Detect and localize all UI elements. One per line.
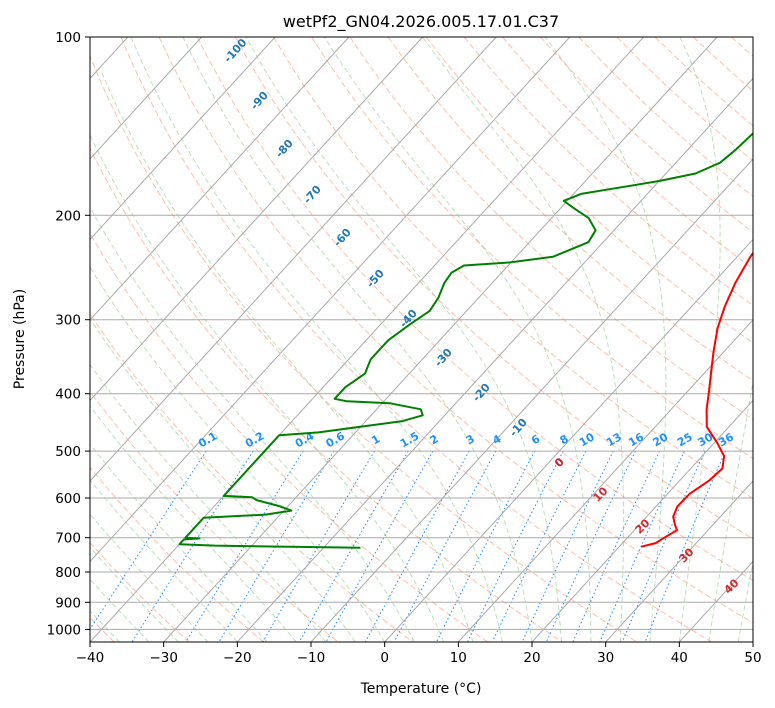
x-axis-label: Temperature (°C) — [360, 681, 482, 697]
mixing-ratio-line — [393, 450, 497, 642]
moist-adiabat — [323, 37, 592, 642]
moist-adiabat — [90, 363, 327, 642]
isotherm — [163, 37, 718, 642]
dry-adiabat — [273, 37, 753, 499]
mixing-ratio-line — [467, 450, 564, 642]
moist-adiabat — [90, 513, 209, 642]
y-tick-label: 300 — [55, 313, 81, 329]
y-tick-label: 700 — [55, 531, 81, 547]
moist-adiabat — [90, 443, 268, 642]
y-tick-label: 600 — [55, 491, 81, 507]
moist-adiabat — [90, 546, 179, 642]
moist-adiabat — [90, 405, 297, 642]
x-tick-label: 20 — [523, 650, 540, 666]
isotherm — [90, 37, 202, 160]
y-axis-ticks: 100 200 300 400 500 600 700 800 900 1000 — [47, 30, 90, 638]
mixing-ratio-line — [572, 450, 661, 642]
temperature-profile-line — [641, 251, 753, 548]
x-axis-ticks: −40 −30 −20 −10 0 10 20 30 40 50 — [76, 642, 762, 666]
skewed-isotherms — [90, 37, 753, 642]
mixing-ratio-line — [491, 450, 587, 642]
x-tick-label: 50 — [744, 650, 761, 666]
mixing-ratio-line — [364, 450, 470, 642]
y-axis-label: Pressure (hPa) — [12, 289, 28, 389]
moist-adiabat — [544, 37, 667, 642]
x-tick-label: 0 — [380, 650, 389, 666]
y-tick-label: 900 — [55, 595, 81, 611]
moist-adiabat — [737, 560, 753, 642]
dry-adiabat — [387, 37, 753, 382]
plot-area: -100-90-80-70-60-50-40-30-20-100 0102030… — [90, 37, 753, 642]
moist-adiabat — [90, 206, 415, 642]
mixing-ratio-line — [435, 450, 536, 642]
moist-adiabat — [90, 133, 445, 642]
moist-adiabat — [100, 70, 474, 642]
dry-adiabat — [90, 312, 414, 642]
isotherm — [605, 480, 753, 642]
isotherm — [236, 77, 753, 642]
plot-frame — [89, 36, 754, 643]
dry-adiabat — [90, 54, 638, 642]
moist-adiabat — [90, 479, 238, 642]
moist-adiabat — [245, 37, 562, 642]
dry-adiabat — [349, 37, 753, 420]
dry-adiabat — [463, 37, 753, 307]
y-tick-label: 400 — [55, 387, 81, 403]
moist-adiabat — [182, 37, 533, 642]
isohume-lines — [90, 450, 727, 642]
x-tick-label: −40 — [76, 650, 105, 666]
dry-adiabat — [425, 37, 753, 344]
moist-adiabat — [422, 37, 625, 642]
isotherm — [90, 37, 423, 402]
y-tick-label: 800 — [55, 565, 81, 581]
dry-adiabat — [158, 37, 753, 624]
isotherm — [90, 37, 571, 563]
mixing-ratio-line — [545, 450, 636, 642]
profile-series — [178, 131, 753, 549]
mixing-ratio-line — [298, 450, 409, 642]
y-tick-label: 200 — [55, 208, 81, 224]
isotherm — [90, 37, 350, 321]
x-tick-label: 40 — [671, 650, 688, 666]
mixing-ratio-line — [521, 450, 614, 642]
moist-adiabat — [90, 317, 356, 642]
x-tick-label: 10 — [450, 650, 467, 666]
y-tick-label: 100 — [55, 30, 81, 46]
isotherm — [90, 37, 497, 482]
chart-title: wetPf2_GN04.2026.005.17.01.C37 — [283, 12, 559, 32]
x-tick-label: 30 — [597, 650, 614, 666]
dewpoint-profile-line — [178, 131, 753, 549]
y-tick-label: 1000 — [47, 622, 81, 638]
dry-adiabat — [90, 466, 264, 642]
isotherm — [90, 37, 276, 241]
moist-adiabat — [90, 266, 386, 642]
isotherm — [457, 319, 753, 642]
x-tick-label: −10 — [297, 650, 326, 666]
pressure-gridlines — [90, 37, 753, 630]
y-tick-label: 500 — [55, 444, 81, 460]
x-tick-label: −30 — [149, 650, 178, 666]
dry-adiabat — [90, 147, 563, 642]
isotherm — [310, 158, 753, 642]
mixing-ratio-line — [185, 450, 304, 642]
dry-adiabat — [196, 37, 753, 582]
moist-adiabat — [130, 37, 503, 642]
x-tick-label: −20 — [223, 650, 252, 666]
isotherm — [384, 238, 753, 642]
isotherm — [531, 399, 753, 642]
dry-adiabat — [90, 232, 488, 642]
